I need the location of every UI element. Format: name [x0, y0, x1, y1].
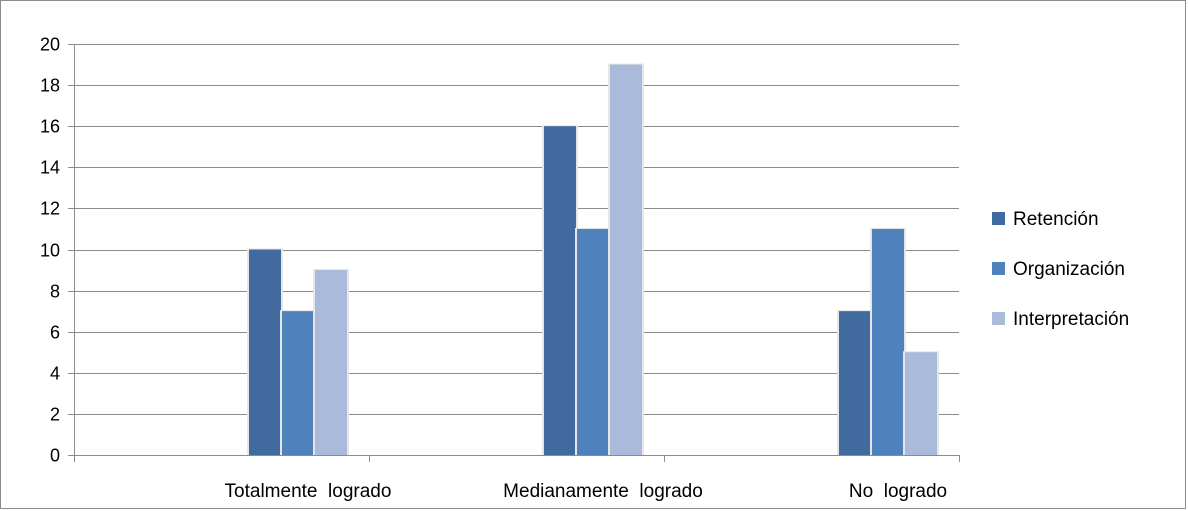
legend-swatch: [992, 312, 1005, 325]
y-tick-label: 12: [40, 199, 60, 219]
y-tick-label: 4: [50, 364, 60, 384]
bar: [249, 249, 281, 455]
y-tick-label: 14: [40, 158, 60, 178]
bar: [315, 270, 347, 455]
axes: [68, 44, 960, 462]
x-category-label: Totalmente logrado: [225, 481, 392, 502]
gridlines: [74, 44, 959, 415]
x-category-label: No logrado: [849, 481, 947, 502]
legend-label: Interpretación: [1013, 309, 1129, 330]
y-tick-label: 16: [40, 117, 60, 137]
y-tick-labels: 0 2 4 6 8 10 12 14 16 18 20: [40, 35, 60, 466]
bar: [872, 228, 904, 455]
y-tick-label: 10: [40, 241, 60, 261]
legend: Retención Organización Interpretación: [992, 209, 1129, 330]
y-tick-label: 8: [50, 282, 60, 302]
y-tick-label: 6: [50, 323, 60, 343]
bar: [905, 352, 937, 455]
legend-label: Organización: [1013, 259, 1125, 280]
y-tick-label: 0: [50, 446, 60, 466]
bar: [544, 126, 576, 455]
bar: [282, 311, 314, 455]
bar: [577, 228, 609, 455]
x-category-label: Medianamente logrado: [503, 481, 703, 502]
bars: [247, 63, 939, 456]
bar: [610, 64, 642, 456]
bar: [839, 311, 871, 455]
legend-swatch: [992, 212, 1005, 225]
legend-swatch: [992, 262, 1005, 275]
y-tick-label: 20: [40, 35, 60, 55]
category-labels: Totalmente logrado Medianamente logrado No…: [225, 481, 948, 502]
y-tick-label: 18: [40, 76, 60, 96]
y-tick-label: 2: [50, 405, 60, 425]
legend-label: Retención: [1013, 209, 1099, 230]
